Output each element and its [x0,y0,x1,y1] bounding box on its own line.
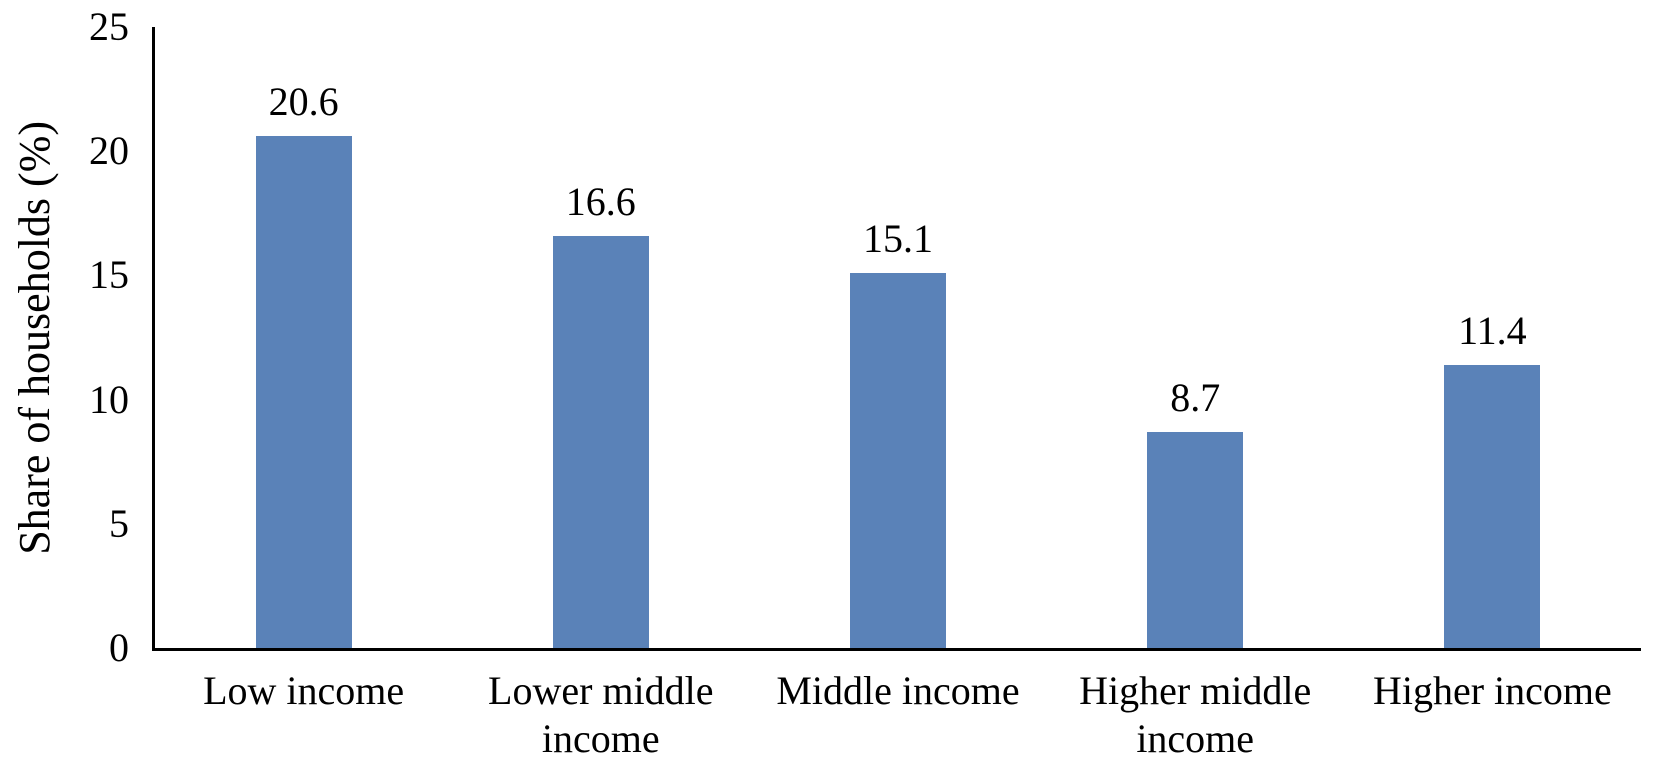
bar-value-label: 8.7 [1170,375,1221,420]
bar-slot: 20.6 [155,27,452,648]
x-category-label: Higher income [1372,668,1612,713]
bar [849,273,946,648]
bar-value-label: 15.1 [862,216,933,261]
x-category-label: Low income [203,668,405,713]
y-tick-label: 10 [89,376,129,422]
bar [255,136,352,648]
bar-value-label: 11.4 [1458,308,1527,353]
plot-area: 0 5 10 15 20 25 20.6 16.6 15.1 8.7 11.4 [89,7,1641,668]
bar-value-label: 20.6 [268,79,339,124]
x-category-label: Lower middle income [488,668,714,761]
bar-slot: 8.7 [1047,27,1344,648]
bar-slot: 11.4 [1344,27,1641,648]
bar [1444,365,1541,648]
x-category-label: Middle income [776,668,1020,713]
x-category-label: Higher middle income [1079,668,1312,761]
y-tick-label: 5 [109,500,129,546]
x-axis-labels: Low income Lower middle income Middle inco… [155,667,1641,767]
bar [552,236,649,648]
bar [1147,432,1244,648]
y-tick-label: 15 [89,252,129,298]
bar-value-label: 16.6 [565,179,636,224]
y-tick-label: 25 [89,4,129,49]
bar-slot: 15.1 [749,27,1046,648]
bar-slot: 16.6 [452,27,749,648]
y-tick-label: 0 [109,625,129,670]
y-axis-title: Share of households (%) [6,27,64,648]
y-axis-title-text: Share of households (%) [10,120,59,555]
y-tick-label: 20 [89,128,129,174]
